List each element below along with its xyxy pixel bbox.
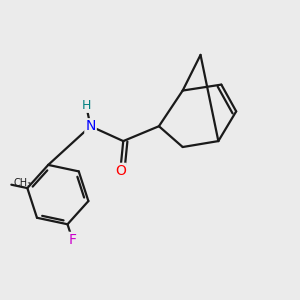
Text: H: H: [81, 99, 91, 112]
Text: CH₃: CH₃: [14, 178, 32, 188]
Text: O: O: [115, 164, 126, 178]
Text: F: F: [69, 233, 76, 247]
Text: N: N: [85, 119, 96, 133]
